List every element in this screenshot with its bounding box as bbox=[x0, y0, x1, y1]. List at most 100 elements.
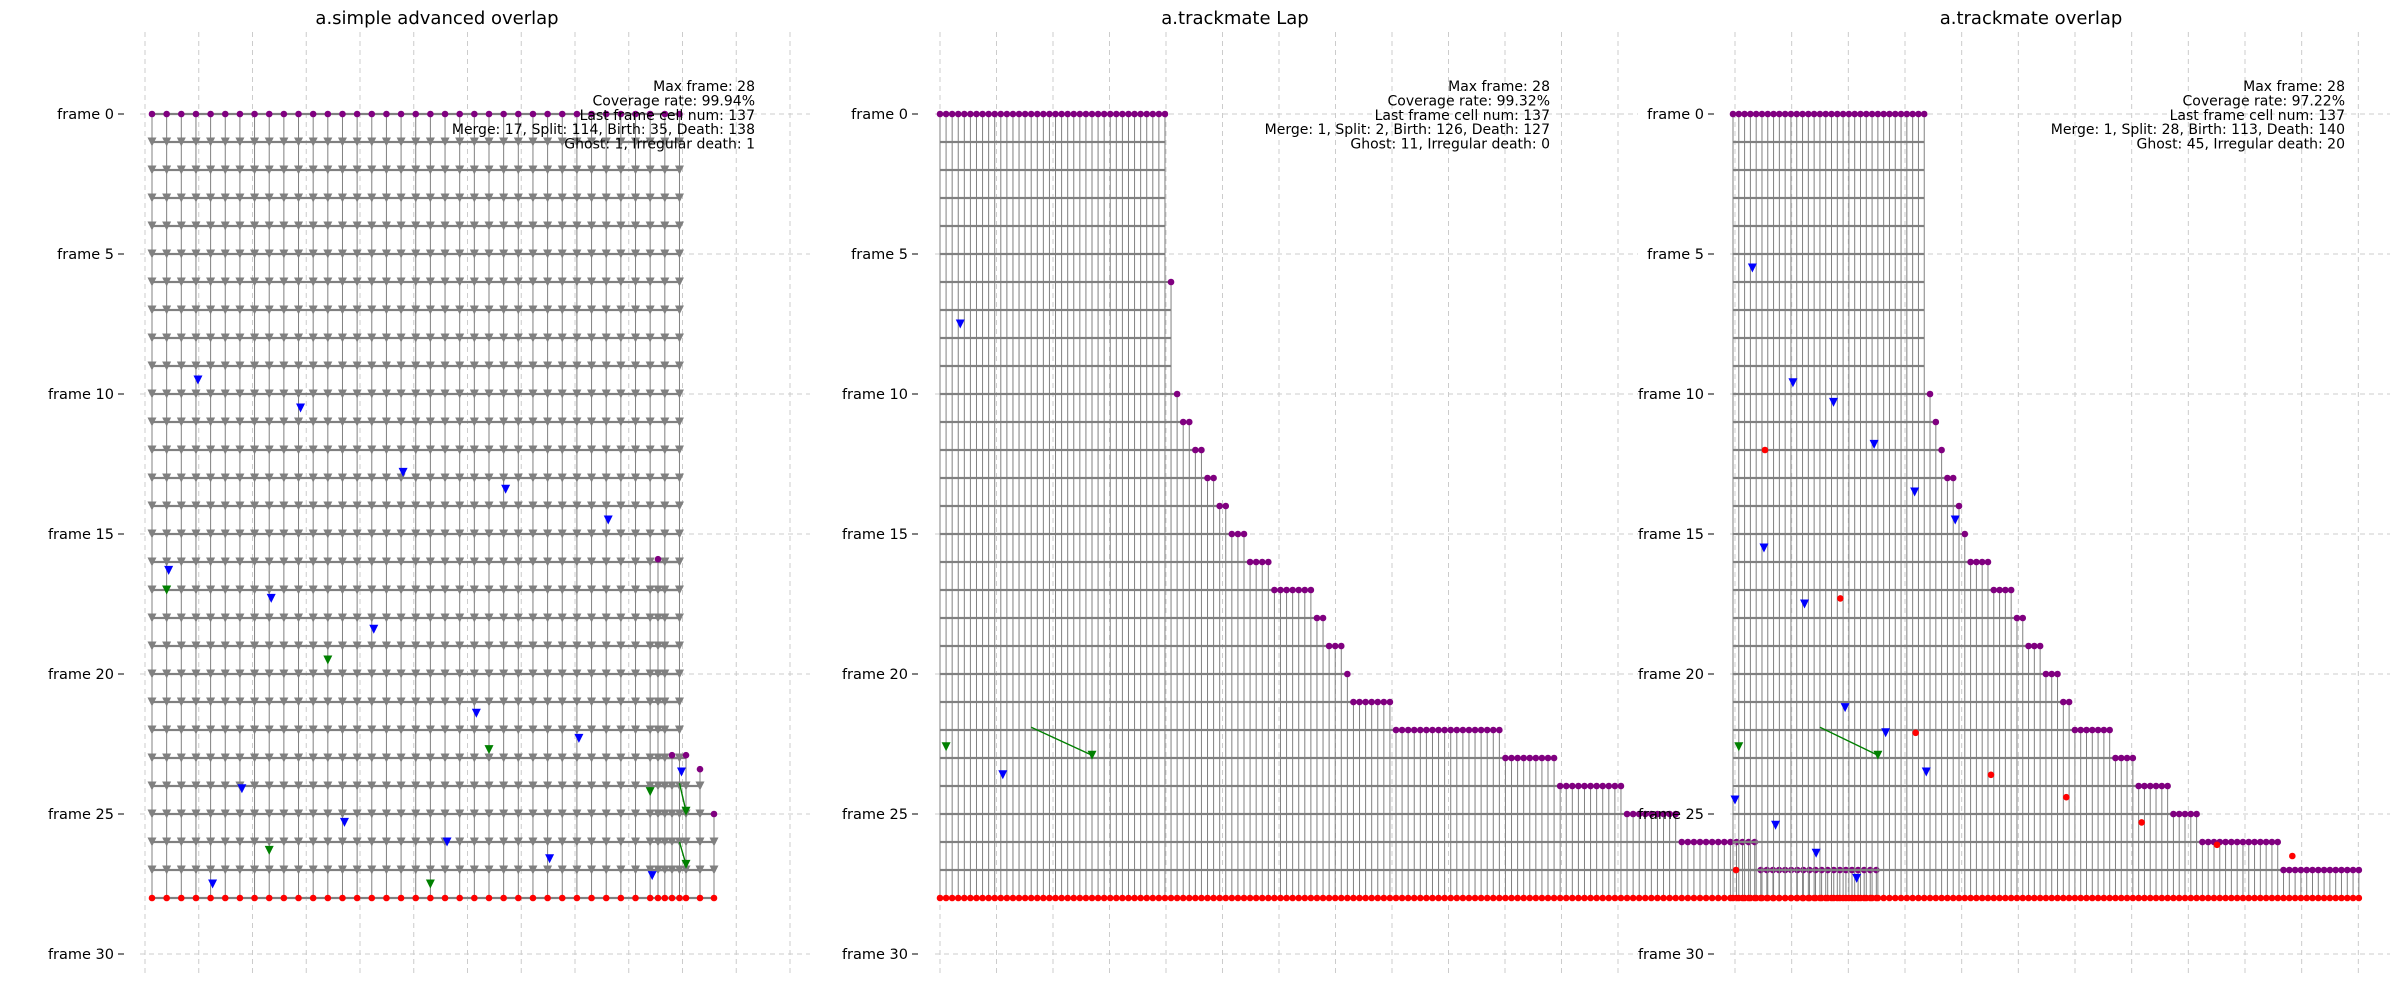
track-end-point bbox=[1386, 894, 1394, 902]
cross-link bbox=[1030, 726, 1093, 756]
track-start-point bbox=[1410, 726, 1418, 734]
track-node bbox=[206, 137, 216, 147]
track-start-point bbox=[632, 110, 639, 118]
track-node bbox=[323, 165, 333, 175]
track-node bbox=[484, 529, 494, 539]
track-start-point bbox=[1441, 726, 1448, 734]
track-node bbox=[557, 697, 567, 707]
track-node bbox=[631, 137, 641, 147]
track-node bbox=[469, 697, 479, 707]
track-node bbox=[337, 445, 347, 455]
track-node bbox=[352, 753, 362, 763]
track-node bbox=[191, 333, 201, 343]
track-node bbox=[616, 389, 626, 399]
track-node bbox=[162, 389, 172, 399]
track-node bbox=[653, 641, 663, 651]
track-start-point bbox=[1277, 586, 1284, 594]
track-end-point bbox=[236, 894, 244, 902]
track-node bbox=[220, 837, 230, 847]
track-node bbox=[455, 585, 465, 595]
track-end-point bbox=[1222, 894, 1230, 902]
track-end-point bbox=[1708, 894, 1716, 902]
track-start-point bbox=[1654, 810, 1661, 818]
track-start-point bbox=[1119, 110, 1126, 118]
track-node bbox=[587, 445, 597, 455]
track-node bbox=[176, 613, 186, 623]
track-start-point bbox=[1252, 558, 1260, 566]
track-start-point bbox=[500, 110, 507, 118]
stats-line: Last frame cell num: 137 bbox=[1375, 108, 1550, 124]
track-start-point bbox=[1161, 110, 1169, 118]
track-node bbox=[367, 501, 377, 511]
track-start-point bbox=[427, 110, 434, 118]
track-end-point bbox=[1027, 894, 1035, 902]
track-node bbox=[528, 781, 538, 791]
track-node bbox=[440, 501, 450, 511]
track-start-point bbox=[1477, 726, 1485, 734]
track-node bbox=[631, 333, 641, 343]
track-node bbox=[396, 669, 406, 679]
track-node bbox=[235, 865, 245, 875]
track-node bbox=[499, 305, 509, 315]
track-node bbox=[147, 753, 157, 763]
track-node bbox=[396, 193, 406, 203]
split-marker bbox=[471, 708, 481, 718]
track-node bbox=[162, 445, 172, 455]
track-node bbox=[162, 473, 172, 483]
track-end-point bbox=[942, 894, 950, 902]
track-node bbox=[381, 529, 391, 539]
track-node bbox=[381, 753, 391, 763]
track-node bbox=[367, 725, 377, 735]
track-node bbox=[250, 165, 260, 175]
y-tick-label: frame 30 bbox=[48, 947, 114, 963]
track-node bbox=[631, 697, 641, 707]
track-node bbox=[469, 669, 479, 679]
track-end-point bbox=[1623, 894, 1631, 902]
track-node bbox=[308, 529, 318, 539]
track-node bbox=[425, 781, 435, 791]
track-node bbox=[337, 305, 347, 315]
track-node bbox=[557, 249, 567, 259]
track-node bbox=[191, 837, 201, 847]
track-node bbox=[513, 585, 523, 595]
track-start-point bbox=[1100, 110, 1108, 118]
track-node bbox=[264, 753, 274, 763]
track-node bbox=[674, 305, 684, 315]
track-node bbox=[235, 305, 245, 315]
track-start-point bbox=[1629, 810, 1637, 818]
track-node bbox=[543, 697, 553, 707]
track-node bbox=[425, 277, 435, 287]
track-node bbox=[528, 529, 538, 539]
track-node bbox=[587, 193, 597, 203]
track-node bbox=[587, 837, 597, 847]
track-start-point bbox=[1356, 698, 1363, 706]
track-node bbox=[206, 557, 216, 567]
track-node bbox=[484, 809, 494, 819]
track-node bbox=[616, 501, 626, 511]
track-node bbox=[264, 249, 274, 259]
y-tick-label: frame 10 bbox=[48, 387, 114, 403]
track-node bbox=[484, 781, 494, 791]
track-start-point bbox=[979, 110, 986, 118]
track-node bbox=[645, 389, 655, 399]
track-node bbox=[484, 837, 494, 847]
track-node bbox=[294, 193, 304, 203]
track-node bbox=[695, 865, 705, 875]
track-node bbox=[294, 557, 304, 567]
track-node bbox=[587, 137, 597, 147]
track-node bbox=[147, 445, 157, 455]
track-node bbox=[631, 221, 641, 231]
track-node bbox=[469, 137, 479, 147]
track-start-point bbox=[1496, 726, 1503, 734]
track-start-point bbox=[1064, 110, 1071, 118]
track-node bbox=[206, 165, 216, 175]
track-node bbox=[411, 221, 421, 231]
track-node bbox=[455, 417, 465, 427]
track-node bbox=[337, 865, 347, 875]
track-node bbox=[220, 221, 230, 231]
track-node bbox=[352, 305, 362, 315]
track-node bbox=[645, 837, 655, 847]
track-start-point bbox=[991, 110, 999, 118]
track-node bbox=[528, 361, 538, 371]
track-node bbox=[294, 781, 304, 791]
